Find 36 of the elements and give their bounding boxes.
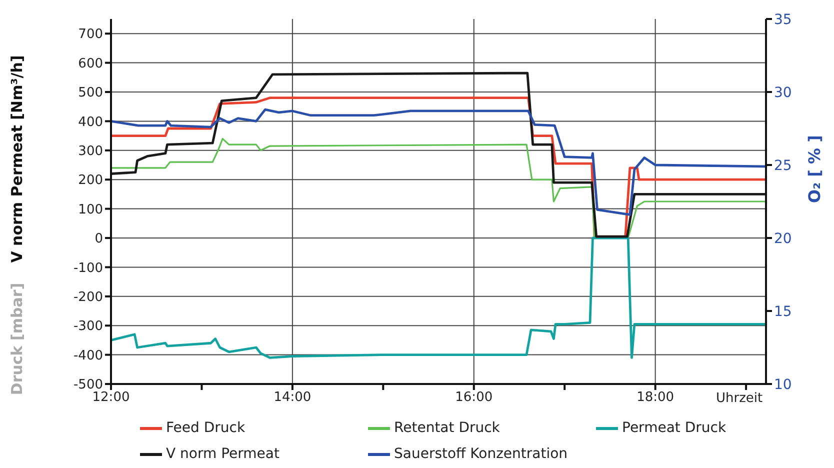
legend-label: Feed Druck xyxy=(166,420,246,436)
legend-label: Permeat Druck xyxy=(622,420,726,436)
y-tick-label: -300 xyxy=(73,319,103,334)
line-series xyxy=(111,236,766,359)
y-tick-label: 200 xyxy=(78,173,103,188)
legend-label: Sauerstoff Konzentration xyxy=(394,446,568,462)
y2-tick-label: 10 xyxy=(774,376,792,393)
y2-tick-label: 20 xyxy=(774,230,792,247)
y-tick-label: -100 xyxy=(73,260,103,276)
line-series xyxy=(111,138,766,239)
y-tick-label: -500 xyxy=(73,378,103,393)
legend-label: Retentat Druck xyxy=(394,420,500,436)
y-tick-label: 300 xyxy=(78,144,103,160)
y-tick-label: 500 xyxy=(78,86,103,101)
y-tick-label: 0 xyxy=(94,232,103,247)
y-tick-label: 700 xyxy=(78,27,103,42)
y2-tick-label: 30 xyxy=(774,84,792,101)
y2-tick-label: 15 xyxy=(774,304,792,320)
y-axis-title: V norm Permeat [Nm³/h] xyxy=(8,55,26,263)
y2-axis-title: O₂ [ % ] xyxy=(805,135,824,203)
x-tick-label: 14:00 xyxy=(274,390,312,406)
y-tick-label: 100 xyxy=(78,202,103,218)
x-tick-label: 12:00 xyxy=(92,390,130,406)
text: Druck [mbar] xyxy=(8,282,26,396)
y-tick-label: 600 xyxy=(78,56,103,72)
y-tick-label: -400 xyxy=(73,348,103,364)
y2-tick-label: 25 xyxy=(774,158,792,174)
legend-label: V norm Permeat xyxy=(166,446,280,462)
line-series xyxy=(111,108,766,216)
y2-tick-label: 35 xyxy=(774,12,792,28)
y-tick-label: 400 xyxy=(78,114,103,130)
x-tick-label: 16:00 xyxy=(455,390,493,406)
x-tick-label: 18:00 xyxy=(636,390,674,406)
x-axis-title: Uhrzeit xyxy=(716,391,763,406)
line-series xyxy=(111,96,766,238)
y-tick-label: -200 xyxy=(73,290,103,306)
